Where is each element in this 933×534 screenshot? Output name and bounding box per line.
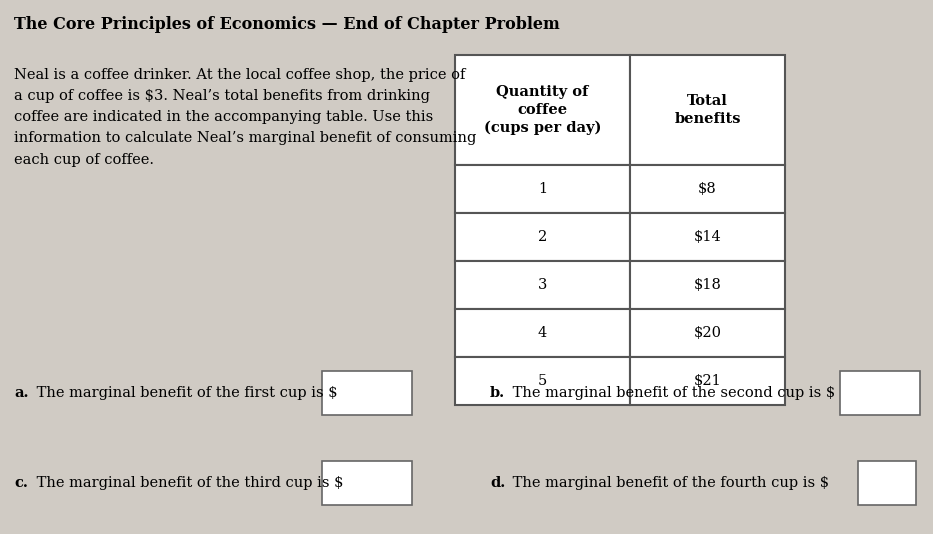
Bar: [455, 55, 630, 165]
Bar: [858, 461, 916, 505]
Bar: [630, 261, 785, 309]
Text: $18: $18: [693, 278, 721, 292]
Text: The Core Principles of Economics — End of Chapter Problem: The Core Principles of Economics — End o…: [14, 16, 560, 33]
Text: $8: $8: [698, 182, 717, 196]
Bar: [840, 371, 920, 415]
Text: Total
benefits: Total benefits: [675, 94, 741, 126]
Text: 3: 3: [537, 278, 547, 292]
Text: The marginal benefit of the first cup is $: The marginal benefit of the first cup is…: [32, 386, 338, 400]
Text: 5: 5: [538, 374, 547, 388]
Bar: [322, 461, 412, 505]
Text: Quantity of
coffee
(cups per day): Quantity of coffee (cups per day): [484, 85, 601, 135]
Text: $21: $21: [693, 374, 721, 388]
Bar: [630, 55, 785, 165]
Text: 1: 1: [538, 182, 547, 196]
Bar: [455, 309, 630, 357]
Text: The marginal benefit of the third cup is $: The marginal benefit of the third cup is…: [32, 476, 343, 490]
Bar: [455, 213, 630, 261]
Text: The marginal benefit of the second cup is $: The marginal benefit of the second cup i…: [508, 386, 835, 400]
Bar: [630, 165, 785, 213]
Bar: [455, 357, 630, 405]
Text: $20: $20: [693, 326, 721, 340]
Text: $14: $14: [693, 230, 721, 244]
Text: 2: 2: [538, 230, 547, 244]
Bar: [630, 213, 785, 261]
Bar: [455, 261, 630, 309]
Text: The marginal benefit of the fourth cup is $: The marginal benefit of the fourth cup i…: [508, 476, 829, 490]
Text: b.: b.: [490, 386, 505, 400]
Text: Neal is a coffee drinker. At the local coffee shop, the price of
a cup of coffee: Neal is a coffee drinker. At the local c…: [14, 68, 477, 167]
Text: d.: d.: [490, 476, 506, 490]
Bar: [630, 357, 785, 405]
Bar: [322, 371, 412, 415]
Bar: [455, 165, 630, 213]
Text: 4: 4: [538, 326, 547, 340]
Text: c.: c.: [14, 476, 28, 490]
Text: a.: a.: [14, 386, 29, 400]
Bar: [630, 309, 785, 357]
